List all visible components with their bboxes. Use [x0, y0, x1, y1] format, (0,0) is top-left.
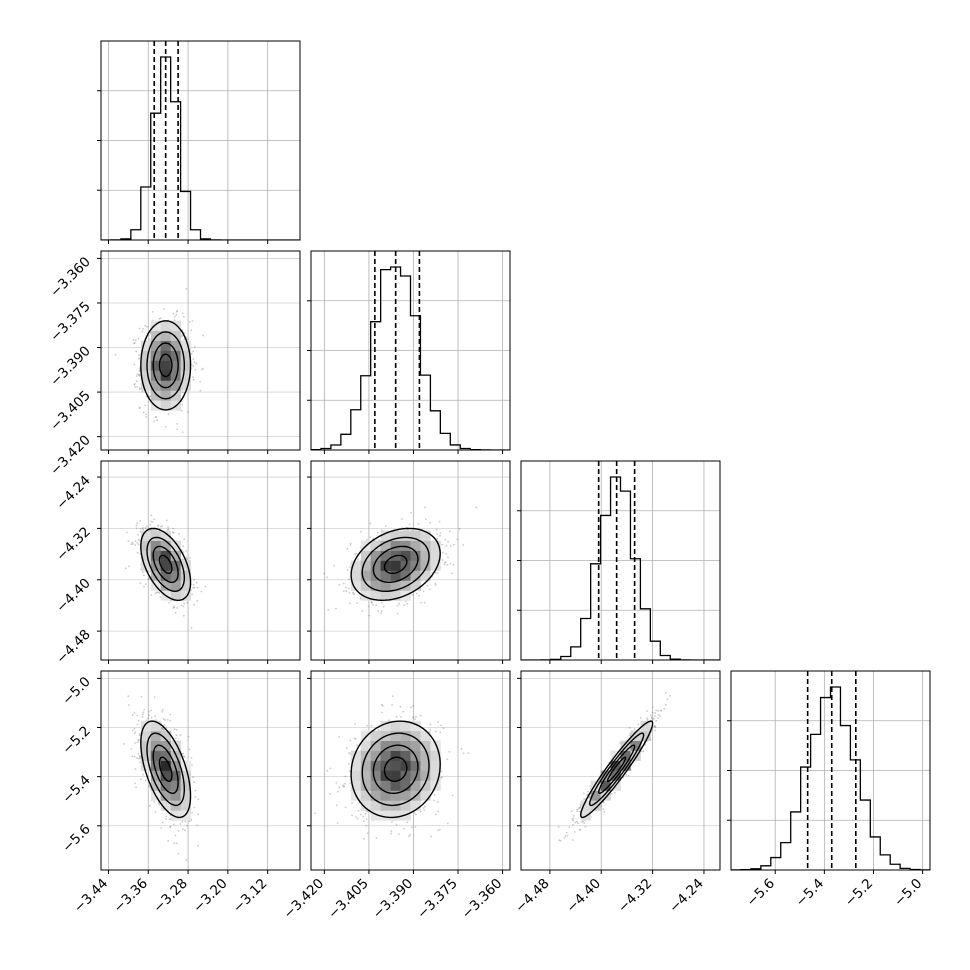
x-tick-label: −4.40 — [564, 876, 605, 917]
density-panel-3-2: −4.48 −4.40 −4.32 −4.24 — [512, 670, 721, 917]
panel-frame — [730, 670, 931, 871]
contour-3 — [140, 320, 192, 411]
contour-3 — [140, 720, 192, 819]
contour-2 — [361, 536, 430, 592]
x-tick-label: −3.12 — [230, 876, 271, 917]
panel-frame — [310, 250, 511, 451]
density-panel-1-0: −3.420−3.405−3.390−3.375−3.360 — [47, 250, 301, 479]
x-tick-label: −5.2 — [842, 876, 876, 910]
density-cells — [140, 720, 191, 821]
panel-frame — [100, 460, 301, 661]
gridlines — [101, 671, 300, 870]
histogram-step-line — [101, 56, 300, 240]
gridlines — [101, 461, 300, 660]
x-tick-label: −3.420 — [281, 876, 328, 923]
y-tick-label: −3.420 — [47, 432, 94, 479]
density-panel-2-1 — [307, 460, 511, 664]
contour-2 — [146, 536, 185, 593]
density-panel-2-0: −4.48 −4.40 −4.32 −4.24 — [53, 460, 301, 668]
density-cells — [140, 530, 191, 601]
contour-3 — [350, 527, 441, 602]
contour-2 — [146, 732, 185, 807]
histogram-step-line — [521, 476, 720, 660]
y-tick-label: −5.6 — [59, 821, 93, 855]
contour-3 — [350, 720, 441, 819]
x-tick-label: −5.4 — [793, 876, 827, 910]
contour-0 — [607, 756, 627, 782]
panel-frame — [520, 460, 721, 661]
contour-2 — [588, 732, 645, 807]
gridlines — [731, 671, 930, 870]
panel-frame — [310, 460, 511, 661]
histogram-step-line — [731, 686, 930, 870]
x-tick-label: −4.32 — [615, 876, 656, 917]
contour-1 — [598, 744, 636, 794]
y-tick-label: −3.375 — [47, 298, 94, 345]
histogram-panel-2 — [517, 460, 721, 664]
contour-2 — [146, 331, 185, 400]
contour-0 — [158, 353, 173, 378]
density-panel-3-1: −3.420−3.405−3.390−3.375−3.360 — [281, 670, 511, 923]
y-tick-label: −3.405 — [47, 388, 94, 435]
contour-3 — [140, 527, 192, 602]
y-tick-label: −4.48 — [53, 627, 94, 668]
contour-3 — [579, 720, 654, 819]
x-tick-label: −5.6 — [744, 876, 778, 910]
y-tick-label: −4.32 — [53, 524, 94, 565]
gridlines — [521, 461, 720, 660]
y-tick-label: −5.4 — [59, 772, 93, 806]
contour-0 — [158, 554, 173, 574]
x-tick-label: −3.360 — [459, 876, 506, 923]
x-tick-label: −5.0 — [891, 876, 925, 910]
panel-frame — [100, 670, 301, 871]
contour-2 — [361, 732, 430, 807]
x-tick-label: −3.44 — [71, 876, 112, 917]
contour-0 — [383, 756, 408, 782]
x-tick-label: −3.28 — [150, 876, 191, 917]
y-tick-label: −3.360 — [47, 254, 94, 301]
x-tick-label: −3.36 — [111, 876, 152, 917]
density-panel-3-0: −3.44 −3.36 −3.28 −3.20 −3.12 −5.6 −5.4 −5.2 −5.… — [59, 670, 301, 917]
histogram-step-line — [311, 266, 510, 450]
x-tick-label: −4.48 — [512, 876, 553, 917]
contour-0 — [158, 756, 173, 782]
x-tick-label: −3.375 — [414, 876, 461, 923]
gridlines — [101, 251, 300, 450]
panel-frame — [100, 250, 301, 451]
y-tick-label: −3.390 — [47, 343, 94, 390]
x-tick-label: −4.24 — [666, 876, 707, 917]
x-tick-label: −3.20 — [190, 876, 231, 917]
y-tick-label: −5.0 — [59, 674, 93, 708]
contour-1 — [152, 545, 179, 583]
x-tick-label: −3.390 — [370, 876, 417, 923]
density-cells — [350, 720, 441, 821]
contour-1 — [152, 342, 179, 389]
contour-0 — [383, 554, 408, 574]
y-tick-label: −4.40 — [53, 575, 94, 616]
contour-1 — [372, 545, 419, 583]
panel-frame — [310, 670, 511, 871]
contour-1 — [372, 744, 419, 794]
panel-frame — [100, 40, 301, 241]
y-tick-label: −4.24 — [53, 473, 94, 514]
x-tick-label: −3.405 — [325, 876, 372, 923]
histogram-panel-0 — [97, 40, 301, 244]
gridlines — [101, 41, 300, 240]
histogram-panel-1 — [307, 250, 511, 454]
panel-frame — [520, 670, 721, 871]
y-tick-label: −5.2 — [59, 723, 93, 757]
histogram-panel-3: −5.6 −5.4 −5.2 −5.0 — [727, 670, 931, 910]
contour-1 — [152, 744, 179, 794]
